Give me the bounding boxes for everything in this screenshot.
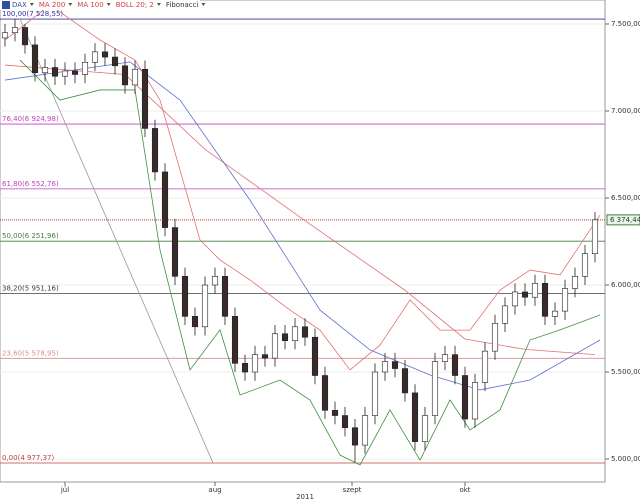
y-tick-label: 7.000,00 bbox=[611, 107, 640, 115]
overlay-line bbox=[4, 64, 596, 356]
candle-body bbox=[561, 288, 569, 312]
candle-body bbox=[191, 316, 199, 328]
y-tick-label: 6.000,00 bbox=[611, 281, 640, 289]
legend-entry: MA 200 bbox=[39, 1, 65, 9]
candle-body bbox=[211, 276, 219, 286]
overlay-line bbox=[19, 59, 601, 466]
candle-body bbox=[1, 32, 9, 39]
fib-label: 0,00(4 977,37) bbox=[2, 454, 54, 462]
fib-label: 76,40(6 924,98) bbox=[2, 115, 59, 123]
candle-body bbox=[311, 336, 319, 376]
candle-body bbox=[201, 284, 209, 328]
candle-body bbox=[301, 326, 309, 338]
y-tick-label: 7.500,00 bbox=[611, 20, 640, 28]
fib-label: 50,00(6 251,96) bbox=[2, 232, 59, 240]
candle-body bbox=[221, 276, 229, 317]
y-tick-label: 5.000,00 bbox=[611, 455, 640, 463]
fib-trend-line bbox=[19, 18, 214, 464]
legend-dropdown bbox=[201, 3, 206, 6]
candle-body bbox=[121, 65, 129, 86]
candle-body bbox=[131, 68, 139, 86]
candle-body bbox=[151, 128, 159, 173]
candle-body bbox=[371, 371, 379, 416]
candle-body bbox=[321, 375, 329, 411]
candle-body bbox=[471, 382, 479, 420]
overlay-line bbox=[4, 61, 601, 391]
candle-body bbox=[361, 415, 369, 446]
legend-dropdown bbox=[156, 3, 161, 6]
candle-body bbox=[541, 282, 549, 317]
last-price-label: 6 374,44 bbox=[610, 216, 640, 224]
candle-body bbox=[181, 276, 189, 317]
y-tick-label: 6.500,00 bbox=[611, 194, 640, 202]
x-tick-label: okt bbox=[459, 486, 470, 494]
legend-bg bbox=[0, 0, 200, 10]
candle-body bbox=[411, 392, 419, 442]
candle-body bbox=[241, 363, 249, 373]
candle-body bbox=[351, 427, 359, 446]
overlay-line bbox=[4, 4, 601, 371]
candle-body bbox=[501, 305, 509, 324]
candle-body bbox=[261, 354, 269, 359]
candle-body bbox=[21, 27, 29, 46]
candle-body bbox=[381, 361, 389, 373]
candle-body bbox=[171, 227, 179, 277]
candle-body bbox=[441, 354, 449, 362]
candle-body bbox=[71, 70, 79, 75]
candle-body bbox=[51, 67, 59, 77]
candle-body bbox=[481, 350, 489, 383]
candle-body bbox=[431, 361, 439, 416]
legend-entry: MA 100 bbox=[77, 1, 103, 9]
candle-body bbox=[251, 354, 259, 373]
candle-body bbox=[101, 51, 109, 58]
candle-body bbox=[281, 333, 289, 342]
candle-body bbox=[31, 44, 39, 74]
candle-body bbox=[61, 70, 69, 77]
candle-body bbox=[161, 171, 169, 228]
fib-label: 38,20(5 951,16) bbox=[2, 285, 59, 293]
legend-dropdown bbox=[106, 3, 111, 6]
candle-body bbox=[291, 326, 299, 342]
candle-body bbox=[331, 410, 339, 416]
candle-body bbox=[581, 253, 589, 277]
legend-dropdown bbox=[29, 3, 34, 6]
legend-icon bbox=[2, 1, 10, 9]
candle-body bbox=[111, 56, 119, 67]
x-tick-label: júl bbox=[60, 486, 69, 494]
fib-label: 23,60(5 578,95) bbox=[2, 349, 59, 357]
x-tick-label: aug bbox=[208, 486, 221, 494]
candle-body bbox=[391, 361, 399, 369]
legend-entry: Fibonacci bbox=[166, 1, 199, 9]
candle-body bbox=[11, 27, 19, 34]
candle-body bbox=[421, 415, 429, 442]
candle-body bbox=[551, 310, 559, 317]
candle-body bbox=[461, 375, 469, 420]
fib-label: 61,80(6 552,76) bbox=[2, 180, 59, 188]
candle-body bbox=[341, 415, 349, 429]
legend-entry: BOLL 20; 2 bbox=[116, 1, 154, 9]
candle-body bbox=[591, 219, 599, 255]
x-year-label: 2011 bbox=[296, 493, 314, 501]
candle-body bbox=[451, 354, 459, 376]
candle-body bbox=[271, 333, 279, 359]
candle-body bbox=[81, 61, 89, 75]
candle-body bbox=[41, 67, 49, 74]
candle-body bbox=[231, 316, 239, 364]
candle-body bbox=[571, 276, 579, 289]
candle-body bbox=[531, 282, 539, 298]
y-tick-label: 5.500,00 bbox=[611, 368, 640, 376]
legend-dropdown bbox=[68, 3, 73, 6]
candle-body bbox=[401, 368, 409, 394]
candle-body bbox=[511, 291, 519, 307]
x-tick-label: szept bbox=[343, 486, 362, 494]
last-price-box bbox=[606, 214, 640, 226]
candle-body bbox=[91, 51, 99, 63]
candle-body bbox=[521, 291, 529, 298]
legend-entry: DAX bbox=[12, 1, 27, 9]
candle-body bbox=[141, 68, 149, 129]
candle-body bbox=[491, 323, 499, 352]
fib-label: 100,00(7 528,55) bbox=[2, 10, 63, 18]
